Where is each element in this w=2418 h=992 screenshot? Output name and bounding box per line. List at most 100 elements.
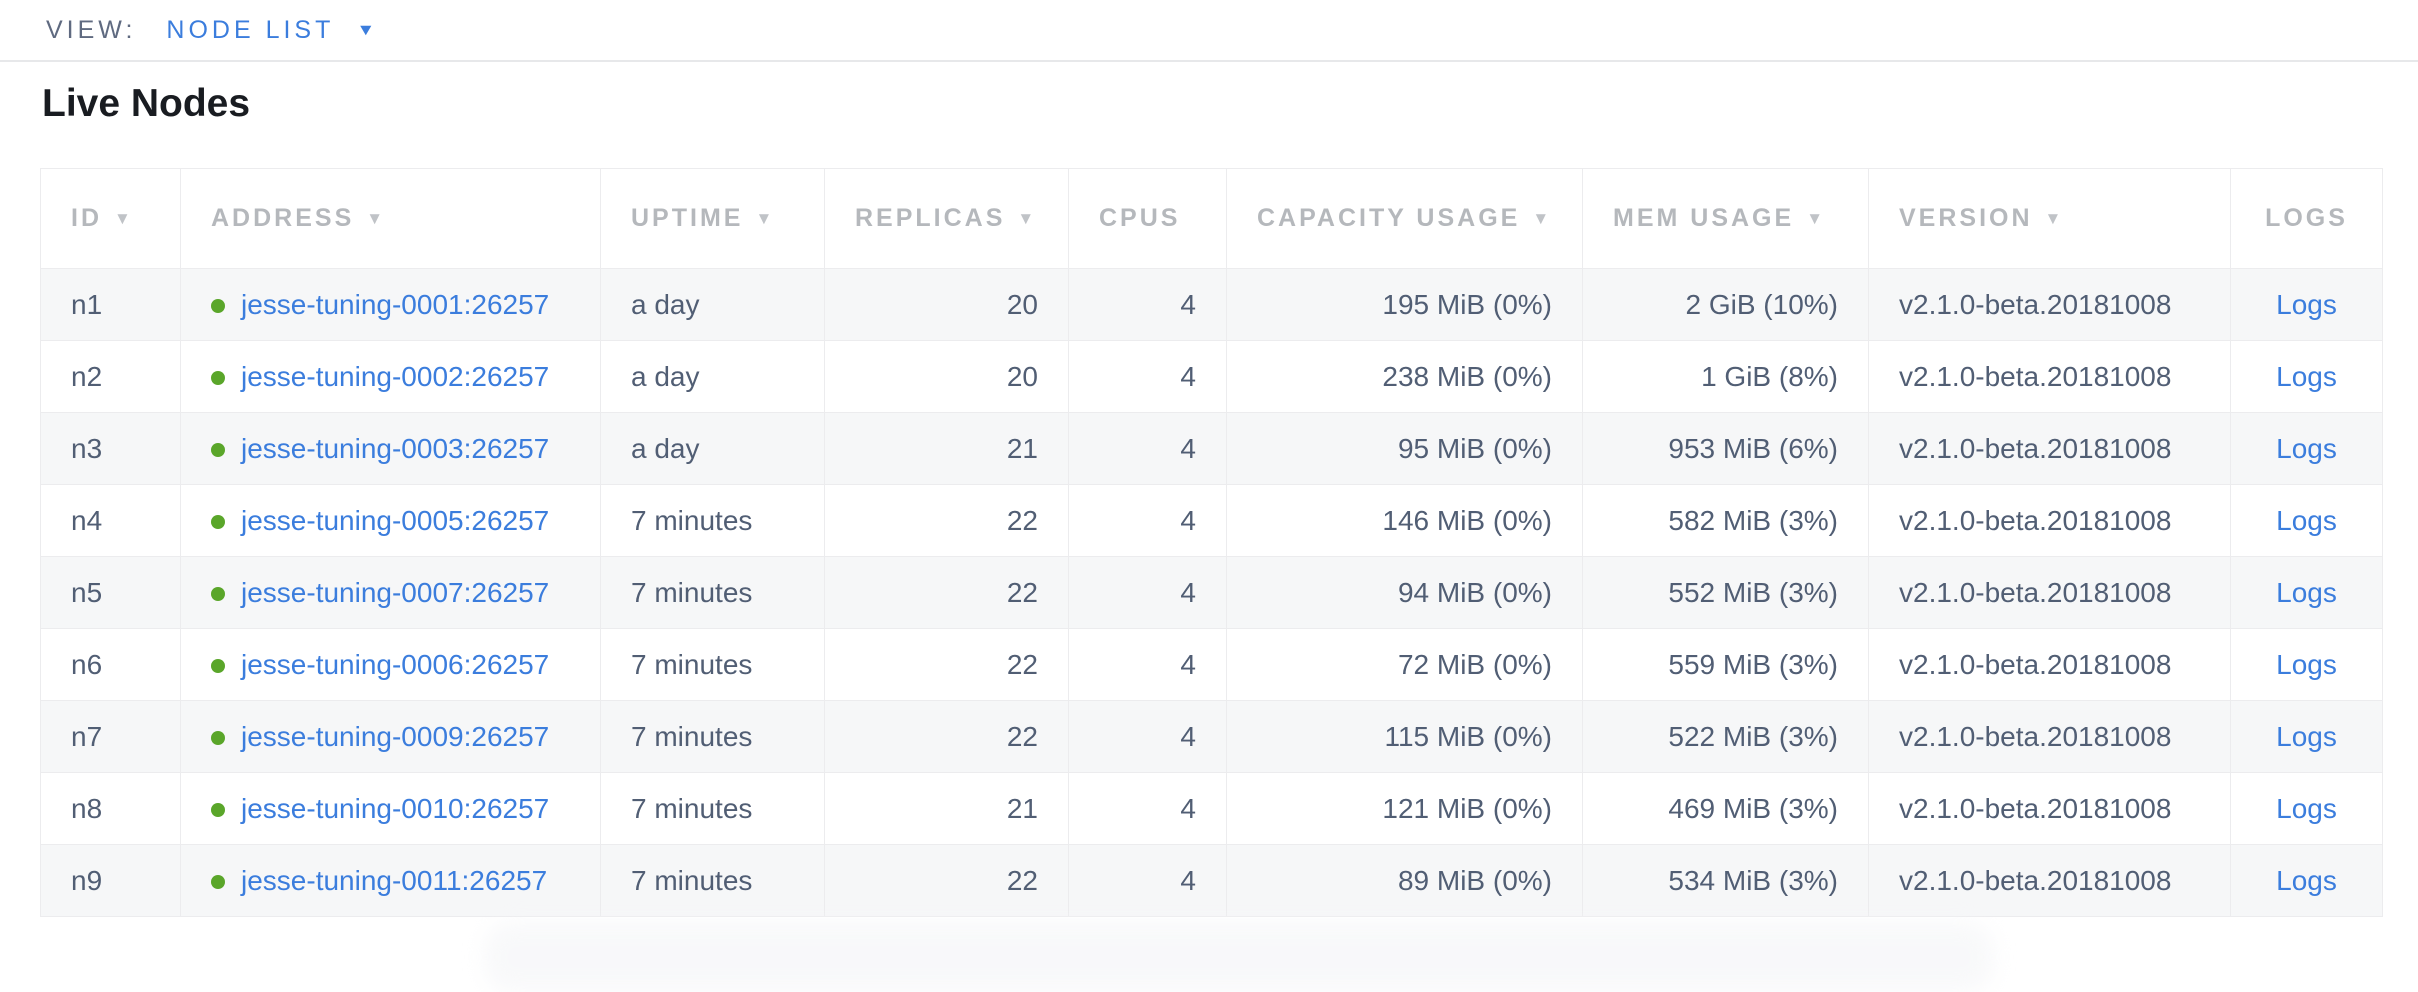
cell-address: jesse-tuning-0010:26257 [180, 772, 601, 845]
node-logs-link[interactable]: Logs [2276, 864, 2337, 896]
cell-replicas: 22 [824, 556, 1069, 629]
cell-logs: Logs [2230, 484, 2383, 557]
cell-address: jesse-tuning-0007:26257 [180, 556, 601, 629]
cell-cpus: 4 [1068, 844, 1227, 917]
cell-logs: Logs [2230, 268, 2383, 341]
column-header-cpus: CPUS [1068, 168, 1227, 269]
cell-mem-usage: 469 MiB (3%) [1582, 772, 1869, 845]
live-nodes-table-container: ID ▼ ADDRESS ▼ UPTIME ▼ REPLICAS ▼ CPUS CAPACITY … [40, 168, 2383, 917]
cell-replicas: 20 [824, 340, 1069, 413]
node-address-link[interactable]: jesse-tuning-0007:26257 [241, 576, 550, 608]
cell-address: jesse-tuning-0005:26257 [180, 484, 601, 557]
node-live-status-dot [211, 442, 225, 457]
cell-logs: Logs [2230, 772, 2383, 845]
column-header-label: UPTIME [631, 204, 744, 232]
node-logs-link[interactable]: Logs [2276, 288, 2337, 320]
table-body: n1 jesse-tuning-0001:26257 a day 20 4 19… [40, 268, 2383, 917]
cell-node-id: n8 [40, 772, 181, 845]
node-address-link[interactable]: jesse-tuning-0010:26257 [241, 792, 550, 824]
cell-capacity-usage: 94 MiB (0%) [1226, 556, 1583, 629]
node-address-link[interactable]: jesse-tuning-0003:26257 [241, 432, 550, 464]
cell-cpus: 4 [1068, 772, 1227, 845]
column-header-replicas[interactable]: REPLICAS ▼ [824, 168, 1069, 269]
column-header-mem_usage[interactable]: MEM USAGE ▼ [1582, 168, 1869, 269]
table-row: n2 jesse-tuning-0002:26257 a day 20 4 23… [40, 340, 2383, 413]
cell-mem-usage: 2 GiB (10%) [1582, 268, 1869, 341]
cell-replicas: 22 [824, 628, 1069, 701]
node-logs-link[interactable]: Logs [2276, 792, 2337, 824]
cell-capacity-usage: 72 MiB (0%) [1226, 628, 1583, 701]
node-live-status-dot [211, 658, 225, 673]
sort-desc-icon: ▼ [114, 209, 131, 228]
sort-desc-icon: ▼ [2044, 209, 2062, 228]
column-header-label: MEM USAGE [1613, 204, 1795, 232]
cell-mem-usage: 559 MiB (3%) [1582, 628, 1869, 701]
column-header-id[interactable]: ID ▼ [40, 168, 181, 269]
cell-cpus: 4 [1068, 484, 1227, 557]
node-logs-link[interactable]: Logs [2276, 360, 2337, 392]
cell-version: v2.1.0-beta.20181008 [1868, 844, 2231, 917]
cell-replicas: 20 [824, 268, 1069, 341]
table-row: n4 jesse-tuning-0005:26257 7 minutes 22 … [40, 484, 2383, 557]
view-selected-value: NODE LIST [166, 15, 335, 44]
node-live-status-dot [211, 730, 225, 745]
cell-cpus: 4 [1068, 628, 1227, 701]
table-row: n9 jesse-tuning-0011:26257 7 minutes 22 … [40, 844, 2383, 917]
cell-address: jesse-tuning-0011:26257 [180, 844, 601, 917]
node-logs-link[interactable]: Logs [2276, 504, 2337, 536]
node-address-link[interactable]: jesse-tuning-0011:26257 [241, 864, 548, 896]
column-header-logs: LOGS [2230, 168, 2383, 269]
cell-address: jesse-tuning-0003:26257 [180, 412, 601, 485]
cell-address: jesse-tuning-0001:26257 [180, 268, 601, 341]
cell-replicas: 22 [824, 700, 1069, 773]
node-live-status-dot [211, 298, 225, 313]
cell-node-id: n4 [40, 484, 181, 557]
column-header-version[interactable]: VERSION ▼ [1868, 168, 2231, 269]
node-address-link[interactable]: jesse-tuning-0009:26257 [241, 720, 550, 752]
node-logs-link[interactable]: Logs [2276, 720, 2337, 752]
page-title: Live Nodes [42, 82, 251, 125]
bottom-shadow [484, 922, 1994, 992]
cell-uptime: 7 minutes [600, 556, 825, 629]
node-address-link[interactable]: jesse-tuning-0006:26257 [241, 648, 550, 680]
node-address-link[interactable]: jesse-tuning-0005:26257 [241, 504, 550, 536]
column-header-uptime[interactable]: UPTIME ▼ [600, 168, 825, 269]
node-logs-link[interactable]: Logs [2276, 576, 2337, 608]
cell-capacity-usage: 115 MiB (0%) [1226, 700, 1583, 773]
node-live-status-dot [211, 514, 225, 529]
sort-desc-icon: ▼ [1532, 209, 1550, 228]
cell-node-id: n6 [40, 628, 181, 701]
column-header-address[interactable]: ADDRESS ▼ [180, 168, 601, 269]
sort-desc-icon: ▼ [1806, 209, 1824, 228]
cell-cpus: 4 [1068, 268, 1227, 341]
node-live-status-dot [211, 370, 225, 385]
node-logs-link[interactable]: Logs [2276, 648, 2337, 680]
cell-cpus: 4 [1068, 700, 1227, 773]
cell-mem-usage: 582 MiB (3%) [1582, 484, 1869, 557]
cell-version: v2.1.0-beta.20181008 [1868, 484, 2231, 557]
sort-desc-icon: ▼ [1017, 209, 1035, 228]
cell-address: jesse-tuning-0009:26257 [180, 700, 601, 773]
cell-version: v2.1.0-beta.20181008 [1868, 628, 2231, 701]
cell-logs: Logs [2230, 844, 2383, 917]
column-header-label: REPLICAS [855, 204, 1006, 232]
cell-version: v2.1.0-beta.20181008 [1868, 412, 2231, 485]
cell-capacity-usage: 89 MiB (0%) [1226, 844, 1583, 917]
view-bar: VIEW: NODE LIST ▼ [0, 0, 2418, 62]
node-address-link[interactable]: jesse-tuning-0002:26257 [241, 360, 550, 392]
node-address-link[interactable]: jesse-tuning-0001:26257 [241, 288, 550, 320]
cell-uptime: a day [600, 268, 825, 341]
cell-replicas: 21 [824, 412, 1069, 485]
table-row: n8 jesse-tuning-0010:26257 7 minutes 21 … [40, 772, 2383, 845]
cell-mem-usage: 1 GiB (8%) [1582, 340, 1869, 413]
cell-node-id: n3 [40, 412, 181, 485]
column-header-label: CAPACITY USAGE [1257, 204, 1521, 232]
cell-version: v2.1.0-beta.20181008 [1868, 700, 2231, 773]
cell-uptime: a day [600, 412, 825, 485]
cell-logs: Logs [2230, 628, 2383, 701]
cell-capacity-usage: 195 MiB (0%) [1226, 268, 1583, 341]
column-header-capacity_usage[interactable]: CAPACITY USAGE ▼ [1226, 168, 1583, 269]
node-logs-link[interactable]: Logs [2276, 432, 2337, 464]
view-selector-dropdown[interactable]: NODE LIST ▼ [166, 16, 375, 45]
live-nodes-table: ID ▼ ADDRESS ▼ UPTIME ▼ REPLICAS ▼ CPUS CAPACITY … [40, 168, 2383, 917]
